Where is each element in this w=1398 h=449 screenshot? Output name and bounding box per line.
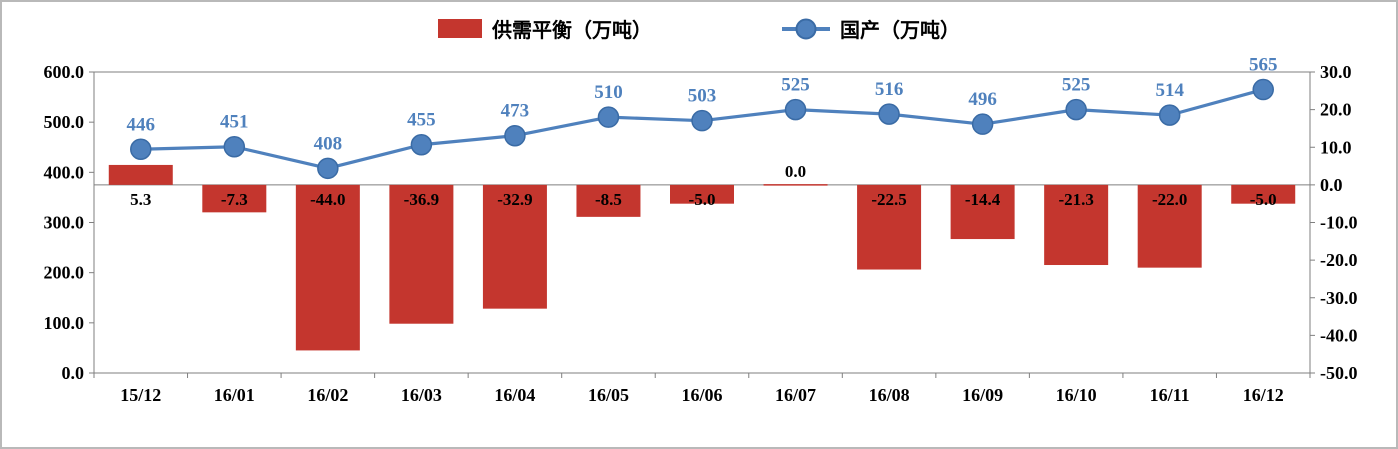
line-data-label: 408 bbox=[314, 133, 343, 154]
line-marker bbox=[410, 133, 433, 156]
x-axis-category-label: 16/01 bbox=[214, 385, 255, 405]
line-marker bbox=[1158, 104, 1181, 126]
line-data-label: 446 bbox=[127, 114, 156, 135]
bar bbox=[1231, 184, 1296, 204]
x-axis-category-label: 16/12 bbox=[1243, 385, 1284, 405]
bar bbox=[1044, 184, 1109, 266]
line-data-label: 516 bbox=[875, 79, 904, 100]
line-data-label: 473 bbox=[501, 101, 530, 122]
line-marker bbox=[504, 124, 526, 147]
line-data-label: 496 bbox=[968, 89, 997, 110]
line-data-label: 525 bbox=[1062, 75, 1091, 96]
left-axis-tick-label: 600.0 bbox=[44, 62, 85, 82]
right-axis-tick-label: 10.0 bbox=[1320, 137, 1352, 157]
line-marker bbox=[971, 113, 994, 135]
left-axis-tick-label: 300.0 bbox=[44, 213, 85, 233]
bar bbox=[670, 184, 734, 204]
right-axis-tick-label: 0.0 bbox=[1320, 175, 1343, 195]
right-axis-tick-label: -10.0 bbox=[1320, 213, 1358, 233]
legend: 供需平衡（万吨） 国产（万吨） bbox=[2, 14, 1396, 43]
bar-data-label: 5.3 bbox=[130, 190, 151, 209]
line-marker bbox=[878, 103, 900, 125]
left-axis-tick-label: 400.0 bbox=[44, 162, 85, 182]
line-data-label: 565 bbox=[1249, 55, 1278, 76]
bar-data-label: -14.4 bbox=[965, 190, 1001, 209]
bar-data-label: -22.0 bbox=[1152, 190, 1187, 209]
bar bbox=[950, 184, 1015, 240]
right-axis-tick-label: -40.0 bbox=[1320, 325, 1358, 345]
line-marker bbox=[223, 135, 246, 158]
bar-data-label: -44.0 bbox=[310, 190, 345, 209]
x-axis-category-label: 16/07 bbox=[775, 385, 816, 405]
line-data-label: 525 bbox=[781, 75, 810, 96]
bar bbox=[763, 184, 828, 186]
legend-line-label: 国产（万吨） bbox=[840, 20, 960, 42]
line-marker bbox=[130, 138, 152, 161]
line-marker bbox=[1252, 78, 1274, 101]
bar-data-label: -36.9 bbox=[404, 190, 439, 209]
bar-data-label: -21.3 bbox=[1058, 190, 1093, 209]
bar bbox=[108, 164, 173, 185]
left-axis-tick-label: 100.0 bbox=[44, 313, 85, 333]
x-axis-category-label: 16/09 bbox=[962, 385, 1003, 405]
bar-data-label: -5.0 bbox=[689, 190, 716, 209]
bar-data-label: 0.0 bbox=[785, 162, 806, 181]
line-marker bbox=[784, 98, 807, 121]
bar-data-label: -32.9 bbox=[497, 190, 532, 209]
left-axis-tick-label: 0.0 bbox=[62, 363, 85, 383]
line-data-label: 451 bbox=[220, 112, 249, 133]
bar bbox=[1137, 184, 1202, 268]
legend-item-supply-balance: 供需平衡（万吨） bbox=[438, 14, 652, 43]
x-axis-category-label: 16/04 bbox=[494, 385, 535, 405]
right-axis-tick-label: -20.0 bbox=[1320, 250, 1358, 270]
right-axis-tick-label: 30.0 bbox=[1320, 62, 1352, 82]
x-axis-category-label: 16/05 bbox=[588, 385, 629, 405]
bar bbox=[295, 184, 360, 351]
right-axis-tick-label: -50.0 bbox=[1320, 363, 1358, 383]
x-axis-category-label: 16/11 bbox=[1150, 385, 1190, 405]
line-data-label: 503 bbox=[688, 86, 717, 107]
x-axis-category-label: 16/08 bbox=[869, 385, 910, 405]
x-axis-category-label: 16/02 bbox=[307, 385, 348, 405]
bar-data-label: -5.0 bbox=[1250, 190, 1277, 209]
bar-data-label: -7.3 bbox=[221, 190, 248, 209]
bar bbox=[576, 184, 641, 217]
right-axis-tick-label: -30.0 bbox=[1320, 288, 1358, 308]
bar-swatch-icon bbox=[438, 19, 482, 38]
left-axis-tick-label: 500.0 bbox=[44, 112, 85, 132]
x-axis-category-label: 15/12 bbox=[120, 385, 161, 405]
x-axis-category-label: 16/03 bbox=[401, 385, 442, 405]
x-axis-category-label: 16/10 bbox=[1056, 385, 1097, 405]
bar bbox=[389, 184, 454, 324]
line-marker bbox=[317, 157, 339, 180]
right-axis-tick-label: 20.0 bbox=[1320, 100, 1352, 120]
line-data-label: 455 bbox=[407, 110, 436, 131]
bar bbox=[857, 184, 922, 270]
line-data-label: 510 bbox=[594, 82, 623, 103]
line-data-label: 514 bbox=[1155, 80, 1184, 101]
legend-item-domestic: 国产（万吨） bbox=[782, 14, 960, 43]
bar-data-label: -8.5 bbox=[595, 190, 622, 209]
line-marker bbox=[691, 109, 713, 132]
bar bbox=[202, 184, 267, 213]
line-marker-icon bbox=[782, 18, 830, 39]
left-axis-tick-label: 200.0 bbox=[44, 263, 85, 283]
bar bbox=[482, 184, 547, 309]
line-marker bbox=[1065, 98, 1087, 121]
line-marker bbox=[597, 106, 620, 128]
x-axis-category-label: 16/06 bbox=[681, 385, 722, 405]
bar-data-label: -22.5 bbox=[871, 190, 906, 209]
legend-bar-label: 供需平衡（万吨） bbox=[492, 20, 652, 42]
